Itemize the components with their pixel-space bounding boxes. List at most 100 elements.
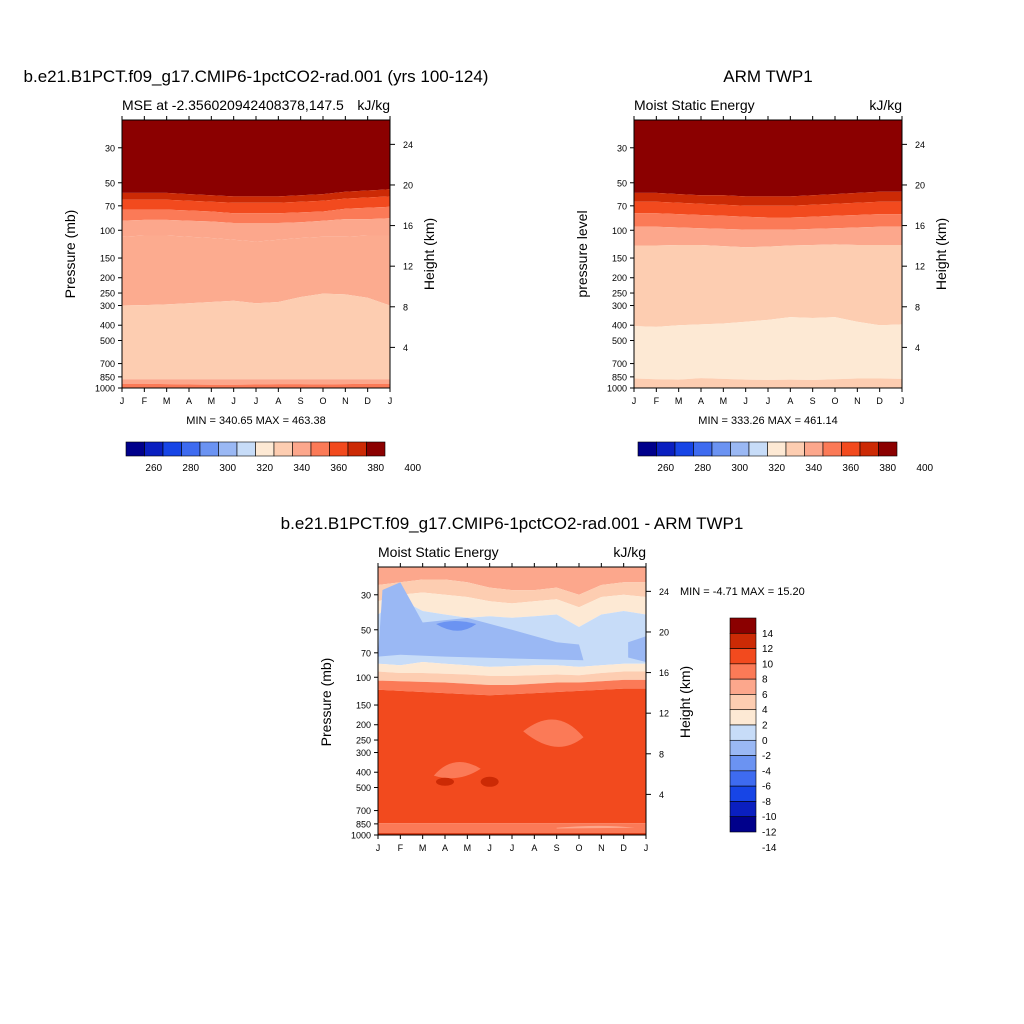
x-tick-label: J (120, 396, 125, 406)
contour-band (634, 244, 902, 327)
colorbar-label: 10 (762, 659, 774, 670)
colorbar-box (729, 785, 757, 802)
y2-tick-label: 8 (915, 302, 920, 312)
contour-band (122, 293, 390, 380)
colorbar-label: 0 (762, 736, 768, 747)
colorbar-box (729, 724, 757, 741)
contour-band (378, 833, 646, 835)
y-tick-label: 100 (356, 673, 371, 683)
colorbar-box (199, 441, 219, 457)
contour-band (634, 226, 902, 248)
colorbar-label: -14 (762, 843, 777, 854)
colorbar-label: 360 (842, 463, 859, 474)
colorbar-box (162, 441, 182, 457)
x-tick-label: F (654, 396, 660, 406)
y2-tick-label: 24 (915, 140, 925, 150)
contour-band (122, 196, 390, 214)
y2-tick-label: 24 (659, 587, 669, 597)
colorbar-box (841, 441, 861, 457)
contour-band (378, 671, 646, 685)
y2-tick-label: 16 (659, 668, 669, 678)
colorbar-label: 260 (657, 463, 674, 474)
colorbar-box (748, 441, 768, 457)
x-tick-label: M (419, 843, 427, 853)
x-tick-label: N (342, 396, 349, 406)
contour-band (378, 592, 646, 627)
contour-band (634, 201, 902, 218)
contour-band (634, 317, 902, 380)
colorbar-box (729, 816, 757, 833)
y-tick-label: 200 (612, 273, 627, 283)
colorbar-box (729, 632, 757, 649)
x-tick-label: M (464, 843, 472, 853)
y-axis-label: Pressure (mb) (318, 658, 334, 747)
colorbar-label: 340 (293, 463, 310, 474)
y-tick-label: 1000 (607, 384, 627, 394)
colorbar-box (144, 441, 164, 457)
colorbar-label: 260 (145, 463, 162, 474)
y-tick-label: 700 (612, 359, 627, 369)
contour-field (378, 567, 646, 835)
colorbar-label: 12 (762, 644, 774, 655)
colorbar-box (729, 648, 757, 665)
y-tick-label: 50 (617, 178, 627, 188)
y2-tick-label: 16 (915, 221, 925, 231)
colorbar-box (767, 441, 787, 457)
y2-axis-label: Height (km) (677, 666, 693, 738)
x-tick-label: J (644, 843, 649, 853)
x-tick-label: J (254, 396, 259, 406)
colorbar-box (693, 441, 713, 457)
y2-tick-label: 4 (915, 343, 920, 353)
colorbar-label: -6 (762, 782, 771, 793)
colorbar-box (729, 770, 757, 787)
y-tick-label: 250 (612, 289, 627, 299)
contour-field (122, 120, 390, 388)
panel-units-label: kJ/kg (869, 97, 902, 113)
y-tick-label: 500 (612, 336, 627, 346)
contour-band (122, 120, 390, 197)
colorbar-box (785, 441, 805, 457)
colorbar-label: 320 (768, 463, 785, 474)
y2-tick-label: 4 (403, 343, 408, 353)
colorbar-box (729, 739, 757, 756)
x-tick-label: M (208, 396, 216, 406)
colorbar-label: 400 (916, 463, 933, 474)
colorbar-box (637, 441, 657, 457)
x-tick-label: M (675, 396, 683, 406)
colorbar-label: 300 (219, 463, 236, 474)
colorbar-box (292, 441, 312, 457)
colorbar-label: 340 (805, 463, 822, 474)
contour-band (122, 383, 390, 388)
x-tick-label: S (298, 396, 304, 406)
colorbar-box (859, 441, 879, 457)
colorbar-label: 360 (330, 463, 347, 474)
contour-band (634, 213, 902, 230)
colorbar-label: 320 (256, 463, 273, 474)
x-tick-label: J (487, 843, 492, 853)
y-tick-label: 500 (356, 783, 371, 793)
x-tick-label: N (598, 843, 605, 853)
y-tick-label: 30 (361, 590, 371, 600)
panel-observation: ARM TWP1 Moist Static Energy kJ/kg 30 50 7… (574, 67, 949, 474)
y2-tick-label: 4 (659, 790, 664, 800)
colorbar-label: -2 (762, 751, 771, 762)
x-tick-label: D (364, 396, 371, 406)
x-tick-label: J (766, 396, 771, 406)
contour-band (634, 120, 902, 197)
x-tick-label: A (787, 396, 793, 406)
x-tick-label: D (876, 396, 883, 406)
y2-tick-label: 20 (403, 180, 413, 190)
minmax-label: MIN = 333.26 MAX = 461.14 (698, 415, 837, 427)
x-tick-label: D (620, 843, 627, 853)
x-tick-label: O (831, 396, 838, 406)
colorbar-label: -10 (762, 812, 777, 823)
x-tick-label: O (319, 396, 326, 406)
panel-title: b.e21.B1PCT.f09_g17.CMIP6-1pctCO2-rad.00… (24, 67, 489, 86)
colorbar-box (125, 441, 145, 457)
contour-band (634, 191, 902, 206)
x-tick-label: M (163, 396, 171, 406)
colorbar-box (347, 441, 367, 457)
colorbar-box (729, 801, 757, 818)
contour-band (378, 679, 646, 696)
